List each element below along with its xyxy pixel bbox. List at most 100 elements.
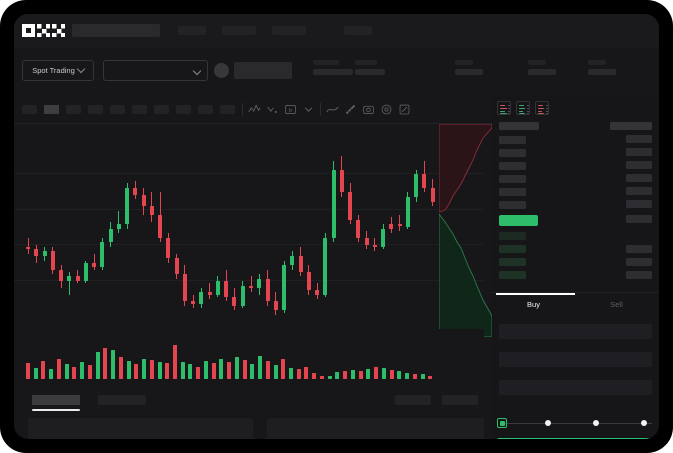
volume-bar	[428, 375, 433, 379]
volume-bar	[196, 366, 201, 379]
orderbook-ask-price[interactable]	[499, 201, 526, 209]
orderbook-ask-amount[interactable]	[626, 161, 652, 169]
text-tool-icon[interactable]: b	[284, 103, 297, 116]
volume-bar	[118, 357, 123, 379]
nav-item-3[interactable]	[272, 26, 306, 35]
volume-bar	[405, 373, 410, 379]
orderbook-mode-bids-icon[interactable]	[516, 101, 530, 115]
orderbook-ask-price[interactable]	[499, 175, 526, 183]
order-total-field[interactable]	[499, 380, 652, 395]
indicators-icon[interactable]	[248, 103, 261, 116]
orderbook-ask-amount[interactable]	[626, 187, 652, 195]
app-screen: Spot Trading	[14, 14, 659, 439]
volume-bar	[180, 362, 185, 379]
stat-label	[455, 60, 473, 65]
orderbook-bid-price[interactable]	[499, 245, 526, 253]
search-input[interactable]	[72, 24, 160, 37]
orderbook-header-price	[499, 122, 539, 130]
settings-gear-icon[interactable]	[380, 103, 393, 116]
step-2[interactable]	[545, 420, 551, 426]
timeframe-button-10[interactable]	[220, 105, 235, 114]
volume-bar	[219, 358, 224, 379]
bottom-tab-bar	[14, 387, 484, 413]
ruler-icon[interactable]	[344, 103, 357, 116]
volume-bar	[296, 368, 301, 379]
orderbook-bid-price[interactable]	[499, 271, 526, 279]
orderbook-mode-both-icon[interactable]	[497, 101, 511, 115]
trading-pair-dropdown[interactable]	[103, 60, 208, 81]
chevron-down-icon[interactable]	[302, 103, 315, 116]
tab-assets[interactable]	[395, 395, 431, 405]
orders-panel[interactable]	[28, 418, 253, 439]
candle-wick	[209, 283, 211, 300]
order-price-field[interactable]	[499, 324, 652, 339]
timeframe-button-4[interactable]	[88, 105, 103, 114]
orderbook-bid-price[interactable]	[499, 232, 526, 240]
orderbook-ask-amount[interactable]	[626, 135, 652, 143]
market-type-dropdown[interactable]: Spot Trading	[22, 60, 94, 81]
positions-panel[interactable]	[267, 418, 484, 439]
candlestick-chart[interactable]	[14, 124, 484, 329]
fullscreen-icon[interactable]	[398, 103, 411, 116]
orderbook-ask-amount[interactable]	[626, 174, 652, 182]
volume-bar	[203, 360, 208, 379]
orderbook-last-amount[interactable]	[626, 215, 652, 223]
line-tool-icon[interactable]	[326, 103, 339, 116]
candle-body	[339, 169, 344, 193]
timeframe-button-6[interactable]	[132, 105, 147, 114]
orderbook-ask-amount[interactable]	[626, 200, 652, 208]
depth-chart-svg	[439, 124, 492, 337]
volume-bar	[157, 362, 162, 379]
orderbook-mode-asks-icon[interactable]	[535, 101, 549, 115]
tab-buy[interactable]: Buy	[527, 300, 540, 309]
step-1[interactable]	[497, 418, 507, 428]
orderbook-bid-price[interactable]	[499, 258, 526, 266]
volume-bar	[72, 366, 77, 379]
orderbook-bid-amount[interactable]	[626, 258, 652, 266]
candle-body	[207, 292, 212, 295]
timeframe-button-2[interactable]	[44, 105, 59, 114]
orderbook-last-price-row[interactable]	[499, 215, 538, 226]
orderbook-ask-amount[interactable]	[626, 148, 652, 156]
volume-bar	[111, 349, 116, 379]
orderbook-ask-price[interactable]	[499, 136, 526, 144]
candle-wick	[118, 210, 120, 234]
stat-change-24h	[355, 60, 385, 75]
nav-item-2[interactable]	[222, 26, 256, 35]
step-4[interactable]	[641, 420, 647, 426]
submit-order-button[interactable]	[497, 438, 654, 439]
step-3[interactable]	[593, 420, 599, 426]
candle-body	[315, 290, 320, 295]
order-amount-field[interactable]	[499, 352, 652, 367]
okx-logo[interactable]	[22, 24, 66, 37]
orderbook-ask-price[interactable]	[499, 188, 526, 196]
candle-body	[141, 194, 146, 207]
timeframe-button-7[interactable]	[154, 105, 169, 114]
orderbook-bid-amount[interactable]	[626, 271, 652, 279]
timeframe-button-9[interactable]	[198, 105, 213, 114]
tab-order-history[interactable]	[98, 395, 146, 405]
candle-body	[265, 278, 270, 302]
nav-item-1[interactable]	[178, 26, 206, 35]
tab-sell[interactable]: Sell	[610, 300, 623, 309]
camera-icon[interactable]	[362, 103, 375, 116]
orderbook-ask-price[interactable]	[499, 149, 526, 157]
timeframe-button-5[interactable]	[110, 105, 125, 114]
orderbook-bid-amount[interactable]	[626, 245, 652, 253]
tab-tools[interactable]	[442, 395, 478, 405]
timeframe-button-8[interactable]	[176, 105, 191, 114]
tab-open-orders[interactable]	[32, 395, 80, 405]
orderbook-ask-price[interactable]	[499, 162, 526, 170]
timeframe-button-1[interactable]	[22, 105, 37, 114]
depth-bids-area	[439, 213, 492, 337]
chart-type-icon[interactable]	[266, 103, 279, 116]
timeframe-button-3[interactable]	[66, 105, 81, 114]
volume-bar	[142, 358, 147, 379]
candle-body	[125, 187, 130, 225]
stat-value	[528, 69, 556, 75]
candle-body	[389, 224, 394, 229]
volume-bar	[304, 366, 309, 379]
candle-body	[397, 224, 402, 227]
candle-wick	[93, 253, 95, 270]
nav-item-4[interactable]	[344, 26, 372, 35]
